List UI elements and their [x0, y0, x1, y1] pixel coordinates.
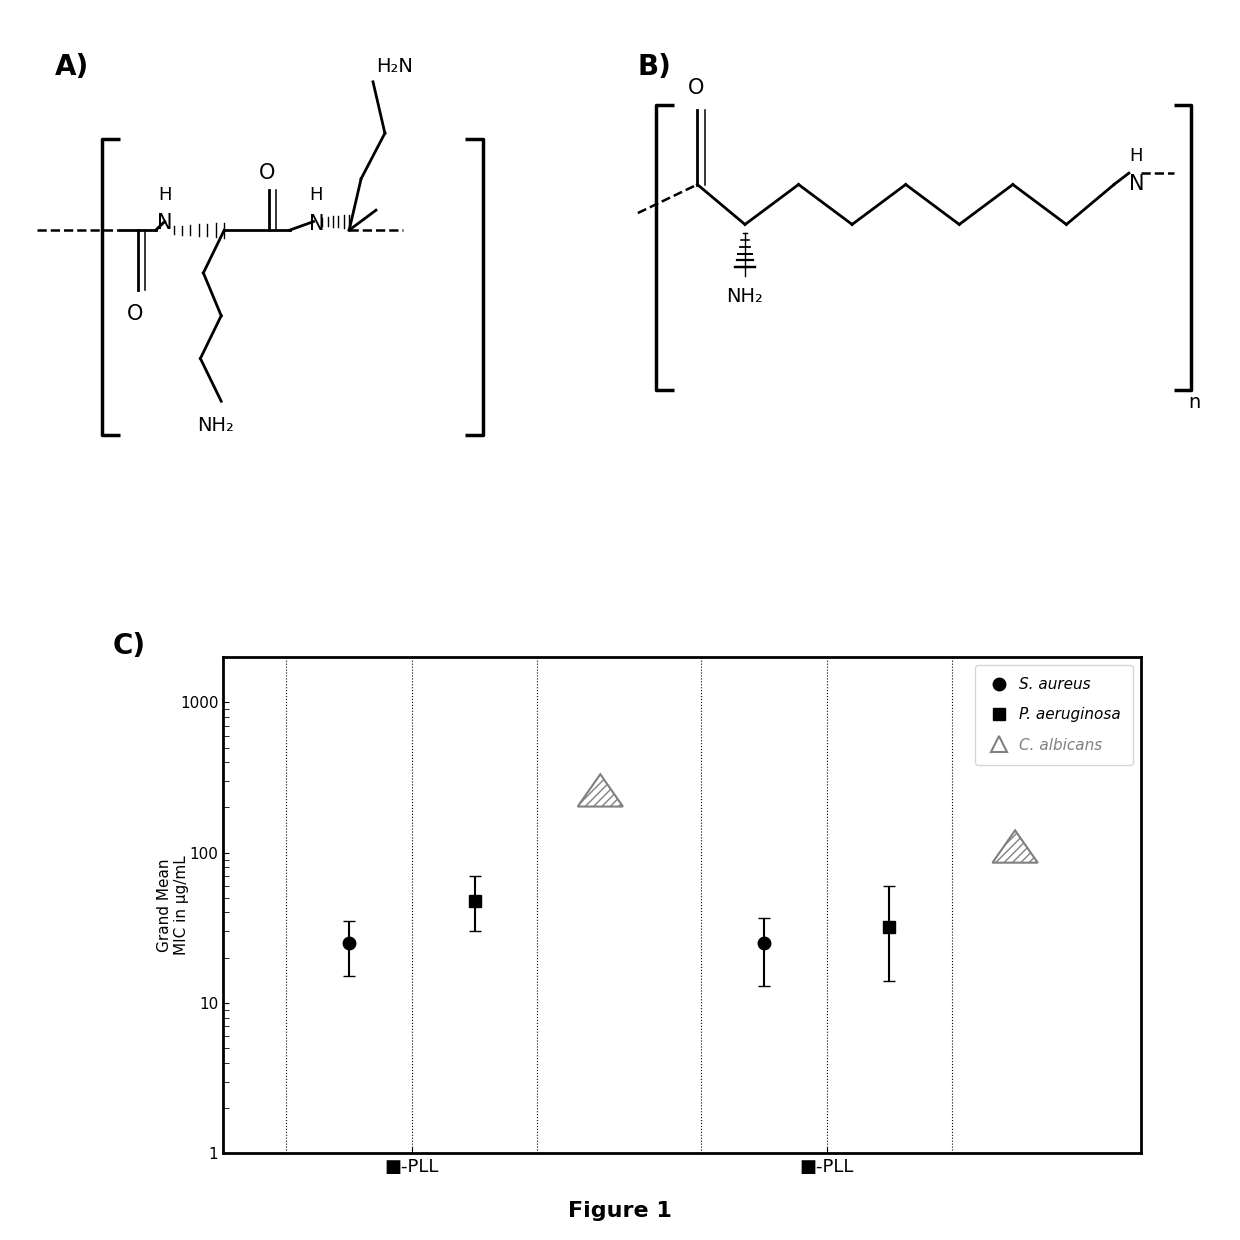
Text: H₂N: H₂N [376, 57, 413, 76]
Text: O: O [259, 164, 275, 184]
Text: A): A) [55, 53, 89, 82]
Text: H: H [157, 186, 171, 205]
Text: O: O [126, 304, 143, 325]
Text: n: n [1188, 393, 1200, 412]
Text: H: H [1128, 146, 1142, 165]
Text: N: N [157, 213, 172, 233]
Text: C): C) [113, 632, 146, 661]
Text: N: N [1128, 175, 1145, 195]
Text: B): B) [637, 53, 672, 82]
Text: N: N [309, 215, 324, 234]
Legend: S. aureus, P. aeruginosa, C. albicans: S. aureus, P. aeruginosa, C. albicans [975, 665, 1133, 765]
Text: H: H [310, 186, 324, 205]
Text: O: O [687, 78, 704, 98]
Text: NH₂: NH₂ [197, 415, 233, 434]
Y-axis label: Grand Mean
MIC in μg/mL: Grand Mean MIC in μg/mL [156, 856, 188, 955]
Text: NH₂: NH₂ [727, 288, 764, 306]
Text: Figure 1: Figure 1 [568, 1202, 672, 1221]
